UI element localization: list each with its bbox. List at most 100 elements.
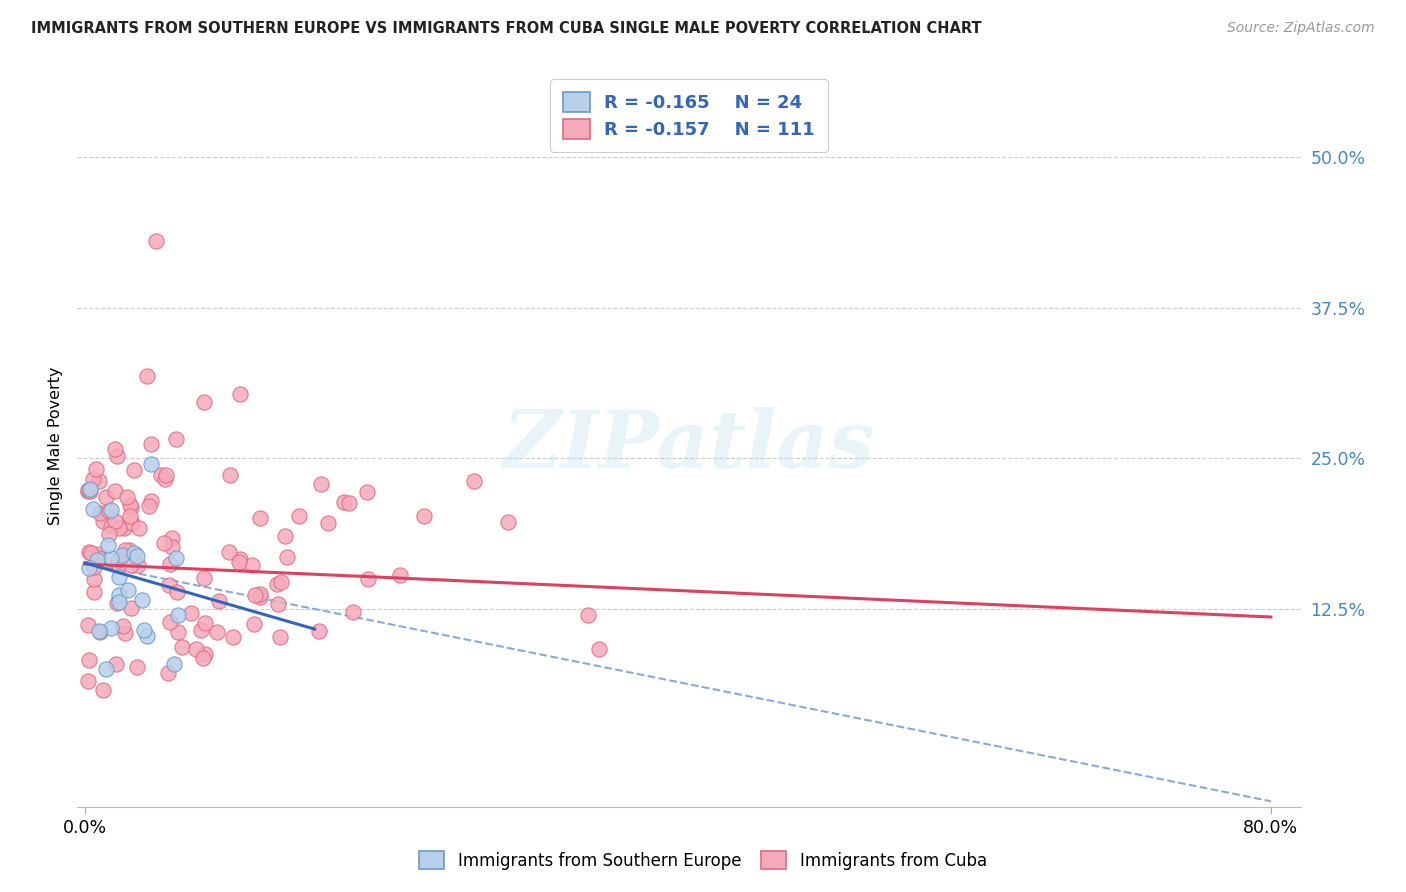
Text: IMMIGRANTS FROM SOUTHERN EUROPE VS IMMIGRANTS FROM CUBA SINGLE MALE POVERTY CORR: IMMIGRANTS FROM SOUTHERN EUROPE VS IMMIG… (31, 21, 981, 37)
Point (127, 660, 149, 674)
Point (165, 550, 187, 565)
Point (155, 467, 177, 482)
Point (194, 648, 217, 662)
Point (193, 571, 215, 585)
Point (112, 521, 135, 535)
Point (87, 548, 110, 562)
Point (114, 542, 136, 557)
Point (100, 519, 122, 533)
Point (89, 475, 111, 489)
Point (219, 468, 242, 483)
Point (145, 235, 167, 249)
Point (276, 549, 298, 564)
Point (76, 483, 98, 498)
Legend: R = -0.165    N = 24, R = -0.157    N = 111: R = -0.165 N = 24, R = -0.157 N = 111 (550, 79, 828, 152)
Point (89, 624, 111, 638)
Point (172, 640, 194, 655)
Y-axis label: Single Male Poverty: Single Male Poverty (48, 367, 63, 525)
Point (103, 483, 125, 498)
Point (89, 507, 111, 521)
Point (413, 508, 436, 523)
Point (79, 483, 101, 498)
Point (82, 472, 104, 486)
Point (80, 546, 103, 560)
Point (83, 584, 105, 599)
Point (193, 651, 215, 665)
Point (131, 592, 153, 607)
Point (270, 575, 292, 590)
Point (166, 625, 188, 640)
Point (94, 490, 117, 504)
Text: Source: ZipAtlas.com: Source: ZipAtlas.com (1227, 21, 1375, 36)
Point (155, 472, 177, 486)
Point (98, 504, 121, 518)
Point (141, 457, 163, 471)
Point (115, 490, 138, 504)
Point (91, 682, 114, 697)
Point (588, 641, 610, 656)
Point (136, 368, 159, 383)
Text: ZIPatlas: ZIPatlas (503, 408, 875, 484)
Point (266, 577, 288, 591)
Point (139, 494, 162, 508)
Point (463, 474, 485, 488)
Point (229, 551, 252, 566)
Point (108, 595, 131, 609)
Point (316, 516, 339, 531)
Point (107, 570, 129, 584)
Point (190, 623, 212, 637)
Point (100, 551, 122, 566)
Point (120, 500, 142, 514)
Point (83, 572, 105, 586)
Point (149, 467, 172, 482)
Point (86, 552, 108, 566)
Point (100, 503, 122, 517)
Point (84, 462, 107, 476)
Point (125, 549, 148, 564)
Point (82, 502, 104, 516)
Point (120, 509, 142, 524)
Point (160, 540, 183, 554)
Point (243, 617, 266, 632)
Point (218, 545, 240, 559)
Point (309, 476, 332, 491)
Point (576, 608, 599, 623)
Point (83, 559, 105, 574)
Point (114, 626, 136, 640)
Point (107, 553, 129, 567)
Point (112, 618, 135, 632)
Point (186, 642, 208, 657)
Point (107, 521, 129, 535)
Point (122, 546, 145, 560)
Point (128, 521, 150, 535)
Legend: Immigrants from Southern Europe, Immigrants from Cuba: Immigrants from Southern Europe, Immigra… (413, 845, 993, 877)
Point (97, 538, 120, 552)
Point (104, 515, 127, 529)
Point (165, 433, 187, 447)
Point (105, 596, 128, 610)
Point (76, 617, 98, 632)
Point (118, 543, 141, 558)
Point (163, 657, 186, 672)
Point (228, 555, 250, 569)
Point (159, 615, 181, 629)
Point (98, 527, 121, 541)
Point (267, 597, 290, 611)
Point (274, 529, 297, 543)
Point (194, 616, 217, 631)
Point (180, 606, 202, 620)
Point (127, 558, 149, 572)
Point (162, 531, 184, 545)
Point (122, 463, 145, 477)
Point (104, 657, 127, 671)
Point (136, 629, 159, 643)
Point (87, 551, 110, 566)
Point (342, 605, 364, 619)
Point (118, 498, 141, 512)
Point (79, 561, 101, 575)
Point (166, 607, 188, 622)
Point (100, 621, 122, 635)
Point (496, 515, 519, 529)
Point (357, 573, 380, 587)
Point (111, 548, 134, 562)
